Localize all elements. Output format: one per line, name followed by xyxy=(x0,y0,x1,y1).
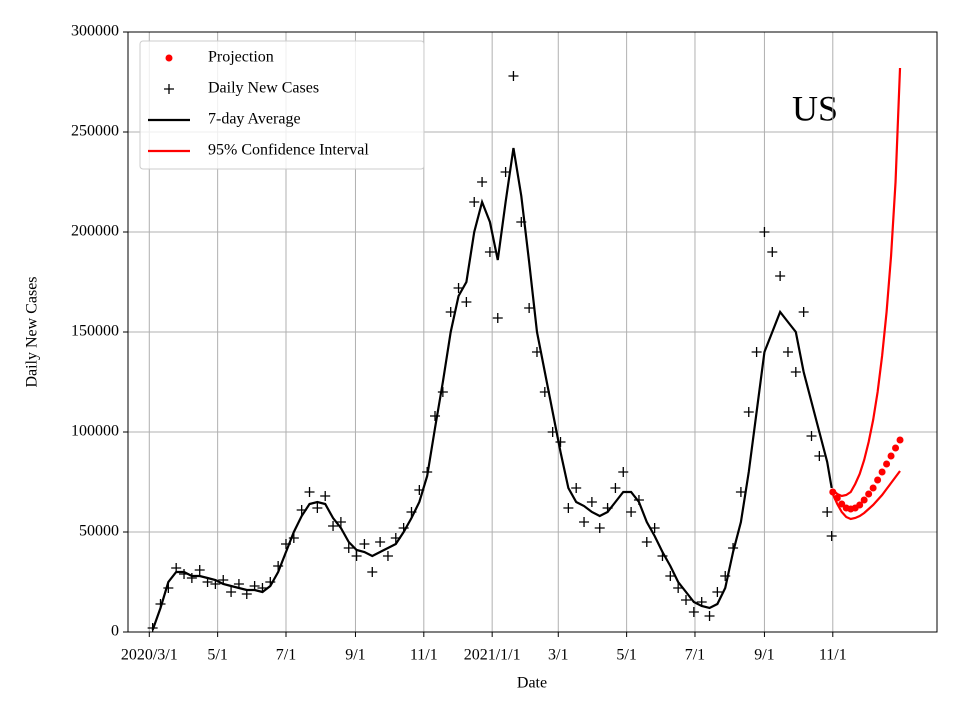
daily-point xyxy=(492,313,503,323)
x-tick-label: 9/1 xyxy=(754,647,774,664)
legend-swatch xyxy=(165,54,173,62)
projection-dot xyxy=(883,460,891,468)
daily-point xyxy=(524,303,535,313)
series-line xyxy=(151,147,833,631)
projection-dot xyxy=(892,444,900,452)
daily-point xyxy=(822,507,833,517)
projection-dot xyxy=(896,436,904,444)
x-axis-label: Date xyxy=(517,675,547,692)
daily-point xyxy=(328,521,339,531)
daily-point xyxy=(382,551,393,561)
daily-point xyxy=(186,573,197,583)
daily-point xyxy=(312,503,323,513)
projection-dot xyxy=(856,501,864,509)
daily-point xyxy=(641,537,652,547)
daily-point xyxy=(681,595,692,605)
y-tick-label: 50000 xyxy=(79,523,119,540)
y-tick-label: 100000 xyxy=(71,423,119,440)
daily-point xyxy=(571,483,582,493)
daily-point xyxy=(430,411,441,421)
daily-point xyxy=(579,517,590,527)
daily-point xyxy=(437,387,448,397)
x-tick-label: 2021/1/1 xyxy=(464,647,521,664)
daily-point xyxy=(194,565,205,575)
daily-point xyxy=(712,587,723,597)
projection-dot xyxy=(833,494,841,502)
daily-point xyxy=(555,437,566,447)
daily-point xyxy=(735,487,746,497)
daily-point xyxy=(775,271,786,281)
daily-point xyxy=(814,451,825,461)
daily-point xyxy=(351,551,362,561)
daily-point xyxy=(375,537,386,547)
projection-dot xyxy=(829,488,837,496)
y-tick-label: 300000 xyxy=(71,23,119,40)
daily-point xyxy=(665,571,676,581)
daily-point xyxy=(790,367,801,377)
x-tick-label: 5/1 xyxy=(616,647,636,664)
projection-dot xyxy=(865,490,873,498)
daily-point xyxy=(759,227,770,237)
x-tick-label: 5/1 xyxy=(207,647,227,664)
legend-box xyxy=(139,40,425,170)
plot-area xyxy=(147,67,904,632)
y-tick-label: 0 xyxy=(111,623,119,640)
projection-dot xyxy=(887,452,895,460)
x-tick-label: 11/1 xyxy=(819,647,847,664)
y-tick-label: 200000 xyxy=(71,223,119,240)
daily-point xyxy=(767,247,778,257)
projection-dot xyxy=(874,476,882,484)
x-tick-label: 7/1 xyxy=(276,647,296,664)
daily-point xyxy=(751,347,762,357)
y-tick-label: 250000 xyxy=(71,123,119,140)
daily-point xyxy=(563,503,574,513)
daily-point xyxy=(508,71,519,81)
y-tick-label: 150000 xyxy=(71,323,119,340)
x-tick-label: 7/1 xyxy=(685,647,705,664)
daily-point xyxy=(320,491,331,501)
daily-point xyxy=(594,523,605,533)
projection-dot xyxy=(869,484,877,492)
y-axis-label: Daily New Cases xyxy=(24,276,41,387)
daily-point xyxy=(782,347,793,357)
daily-point xyxy=(304,487,315,497)
x-tick-label: 9/1 xyxy=(345,647,365,664)
plot-frame xyxy=(127,31,938,633)
daily-point xyxy=(461,297,472,307)
x-tick-label: 11/1 xyxy=(410,647,438,664)
projection-dot xyxy=(838,500,846,508)
daily-point xyxy=(798,307,809,317)
daily-point xyxy=(586,497,597,507)
daily-point xyxy=(367,567,378,577)
daily-point xyxy=(484,247,495,257)
daily-point xyxy=(626,507,637,517)
legend-swatch xyxy=(164,84,174,94)
daily-point xyxy=(359,539,370,549)
series-line xyxy=(831,470,901,521)
daily-point xyxy=(477,177,488,187)
daily-point xyxy=(826,531,837,541)
daily-point xyxy=(743,407,754,417)
x-tick-label: 3/1 xyxy=(548,647,568,664)
daily-point xyxy=(343,543,354,553)
legend-label: 95% Confidence Interval xyxy=(208,142,369,159)
legend-label: Projection xyxy=(208,49,274,66)
daily-point xyxy=(610,483,621,493)
projection-dot xyxy=(860,496,868,504)
daily-point xyxy=(704,611,715,621)
projection-dot xyxy=(878,468,886,476)
daily-point xyxy=(688,607,699,617)
daily-point xyxy=(806,431,817,441)
daily-point xyxy=(226,587,237,597)
daily-point xyxy=(469,197,480,207)
x-tick-label: 2020/3/1 xyxy=(121,647,178,664)
legend-label: Daily New Cases xyxy=(208,80,319,97)
legend-label: 7-day Average xyxy=(208,111,301,128)
daily-point xyxy=(618,467,629,477)
annotation: US xyxy=(792,88,838,128)
series-line xyxy=(832,67,902,498)
